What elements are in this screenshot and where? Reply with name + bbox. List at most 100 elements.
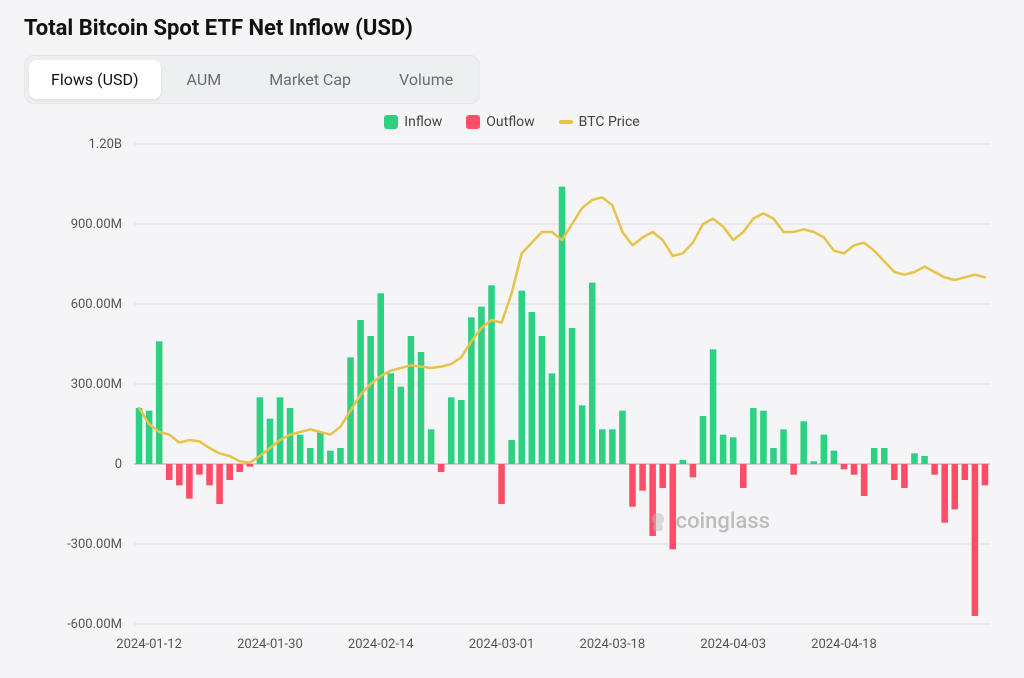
svg-text:900.00M: 900.00M [71,217,122,232]
bar [337,448,344,464]
bar [659,464,666,488]
swatch-inflow [384,115,398,129]
bar [216,464,223,504]
bar [629,464,636,507]
bar [891,464,898,480]
bar [307,448,314,464]
bar [589,283,596,464]
bar [297,435,304,464]
bar [388,373,395,464]
bar [418,352,425,464]
bar [448,397,455,464]
bar [881,448,888,464]
bar [609,429,616,464]
legend-outflow: Outflow [466,114,534,130]
bar [186,464,193,499]
svg-text:-600.00M: -600.00M [67,617,122,632]
bar [136,408,143,464]
legend-btc-price: BTC Price [559,114,640,130]
bar [790,464,797,475]
bar [488,285,495,464]
chart-area: -600.00M -300.00M 0 300.00M 600.00M 900.00M 1.… [24,134,1000,664]
svg-text:-300.00M: -300.00M [67,537,122,552]
bar [931,464,938,475]
bar [911,453,918,464]
legend-btc-price-label: BTC Price [579,114,640,130]
bar [569,328,576,464]
svg-text:0: 0 [115,457,122,472]
bar [821,435,828,464]
bar [982,464,989,485]
bar [921,456,928,464]
svg-text:2024-04-03: 2024-04-03 [700,637,766,652]
bar [972,464,979,616]
bar [206,464,213,485]
bar [730,437,737,464]
bar [962,464,969,480]
bar [941,464,948,523]
bar [700,416,707,464]
svg-text:1.20B: 1.20B [89,137,122,152]
bar [549,373,556,464]
bar [710,349,717,464]
bar [951,464,958,509]
bar [871,448,878,464]
tab-aum[interactable]: AUM [165,60,244,99]
bar [639,464,646,491]
svg-text:2024-04-18: 2024-04-18 [811,637,877,652]
bar [458,400,465,464]
bar [367,336,374,464]
bar [851,464,858,475]
chart-legend: Inflow Outflow BTC Price [24,114,1000,130]
swatch-btc-price [559,120,573,124]
bar [680,460,687,464]
bar [498,464,505,504]
bar [236,464,243,472]
tab-market-cap[interactable]: Market Cap [247,60,373,99]
bar [398,387,405,464]
bar [740,464,747,488]
bar [579,405,586,464]
bar [720,435,727,464]
bar [428,429,435,464]
bar [196,464,203,475]
bar [539,336,546,464]
bar [690,464,697,477]
bar [649,464,656,536]
page-title: Total Bitcoin Spot ETF Net Inflow (USD) [24,16,1000,41]
svg-text:300.00M: 300.00M [71,377,122,392]
svg-text:2024-01-30: 2024-01-30 [237,637,303,652]
bar [861,464,868,496]
bar [508,440,515,464]
legend-outflow-label: Outflow [486,114,534,130]
bar [166,464,173,480]
bar [317,432,324,464]
bar [670,464,677,549]
bar [277,397,284,464]
svg-text:2024-03-18: 2024-03-18 [580,637,646,652]
bar [901,464,908,488]
bar [770,448,777,464]
bar [267,419,274,464]
bar [841,464,848,469]
bar [176,464,183,485]
svg-text:2024-03-01: 2024-03-01 [469,637,535,652]
bar [760,411,767,464]
bar [247,464,254,467]
bar [518,291,525,464]
bar [408,336,415,464]
bar [831,451,838,464]
bar [559,187,566,464]
bar [438,464,445,472]
bar [619,411,626,464]
tab-flows-usd[interactable]: Flows (USD) [29,60,161,99]
bar [327,451,334,464]
svg-text:2024-01-12: 2024-01-12 [116,637,182,652]
tab-volume[interactable]: Volume [377,60,475,99]
bar [810,461,817,464]
legend-inflow-label: Inflow [404,114,442,130]
bar [156,341,163,464]
svg-text:600.00M: 600.00M [71,297,122,312]
swatch-outflow [466,115,480,129]
bar [226,464,233,480]
